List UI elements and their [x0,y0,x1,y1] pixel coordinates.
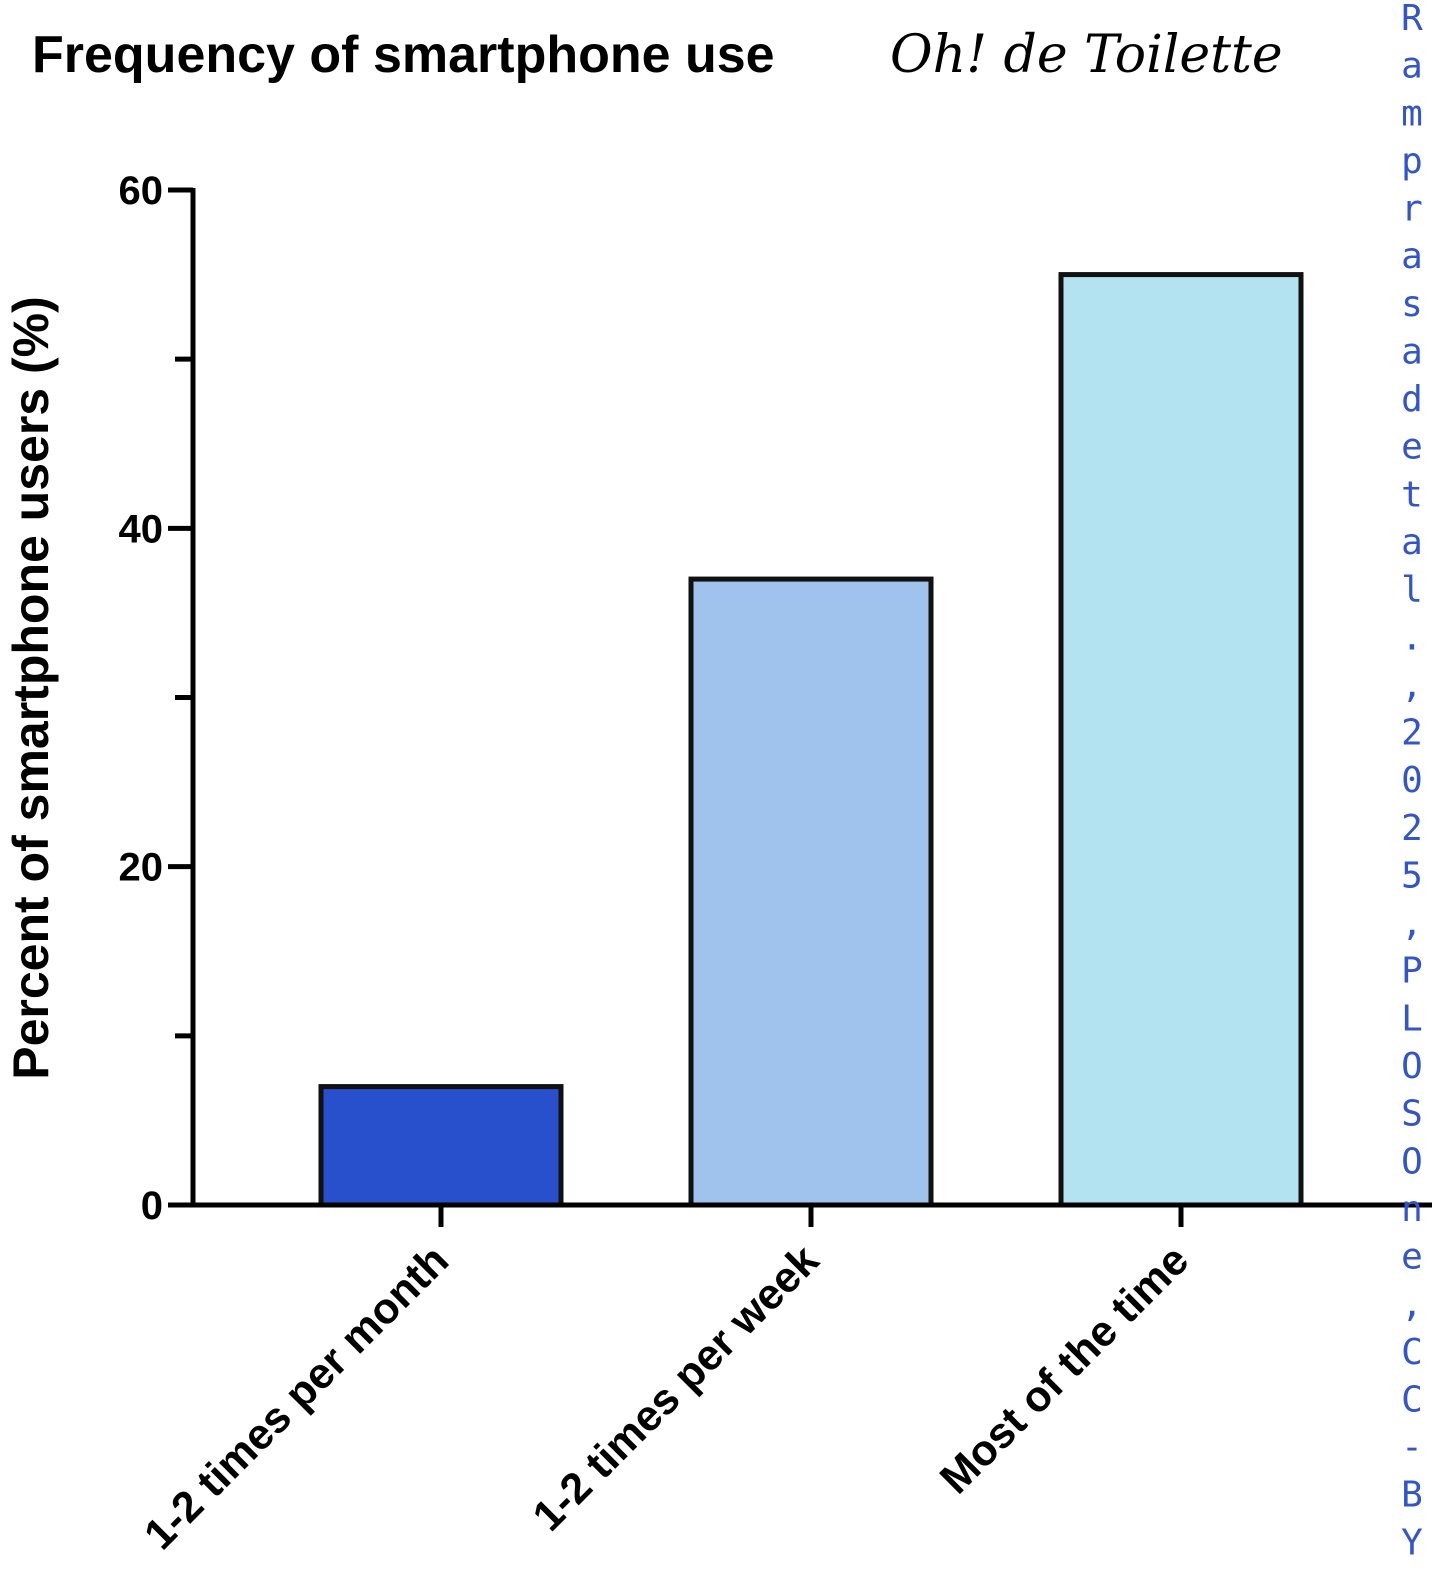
bar-2 [688,576,934,1208]
watermark-glyph: 2 [1401,808,1423,849]
y-axis-label: Percent of smartphone users (%) [3,296,59,1080]
watermark-glyph: 0 [1401,760,1423,801]
watermark-glyph: e [1401,1237,1423,1278]
watermark-glyph: r [1401,189,1423,230]
bar-1 [318,1084,564,1208]
watermark-glyph: C [1401,1379,1423,1420]
watermark-glyph: C [1401,1332,1423,1373]
watermark-glyph: 2 [1401,713,1423,754]
watermark-glyph: e [1401,427,1423,468]
x-category-label: 1-2 times per week [524,1236,828,1540]
watermark-glyph: . [1401,617,1423,658]
watermark-glyph: O [1401,1046,1423,1087]
watermark-glyph: O [1401,1141,1423,1182]
watermark-glyph: L [1401,998,1423,1039]
watermark-glyph: a [1401,522,1423,563]
x-category-label: 1-2 times per month [135,1236,458,1559]
watermark-glyph: m [1401,93,1423,134]
watermark-glyph: d [1401,379,1423,420]
watermark-glyph: s [1401,284,1423,325]
y-tick-label: 40 [119,507,164,551]
y-tick-label: 60 [119,169,164,213]
watermark-glyph: R [1401,0,1423,39]
chart-subtitle: Oh! de Toilette [890,25,1283,85]
chart-title: Frequency of smartphone use [32,26,775,84]
watermark-glyph: P [1401,951,1423,992]
watermark-glyph: l [1401,570,1423,611]
watermark-glyph: , [1401,903,1423,944]
watermark-glyph: - [1401,1427,1423,1468]
watermark-glyph: B [1401,1475,1423,1516]
watermark-glyph: a [1401,236,1423,277]
y-tick-label: 20 [119,846,164,890]
y-tick-label: 0 [141,1184,163,1228]
watermark-glyph: n [1401,1189,1423,1230]
watermark-glyph: Y [1401,1522,1423,1563]
x-category-label: Most of the time [931,1236,1198,1503]
watermark-glyph: p [1401,141,1423,182]
watermark-glyph: S [1401,1094,1423,1135]
bar-3 [1058,272,1304,1208]
watermark-glyph: 5 [1401,855,1423,896]
watermark-glyph: a [1401,331,1423,372]
watermark-glyph: t [1401,474,1423,515]
watermark-glyph: , [1401,665,1423,706]
watermark-glyph: , [1401,1284,1423,1325]
watermark-glyph: a [1401,46,1423,87]
